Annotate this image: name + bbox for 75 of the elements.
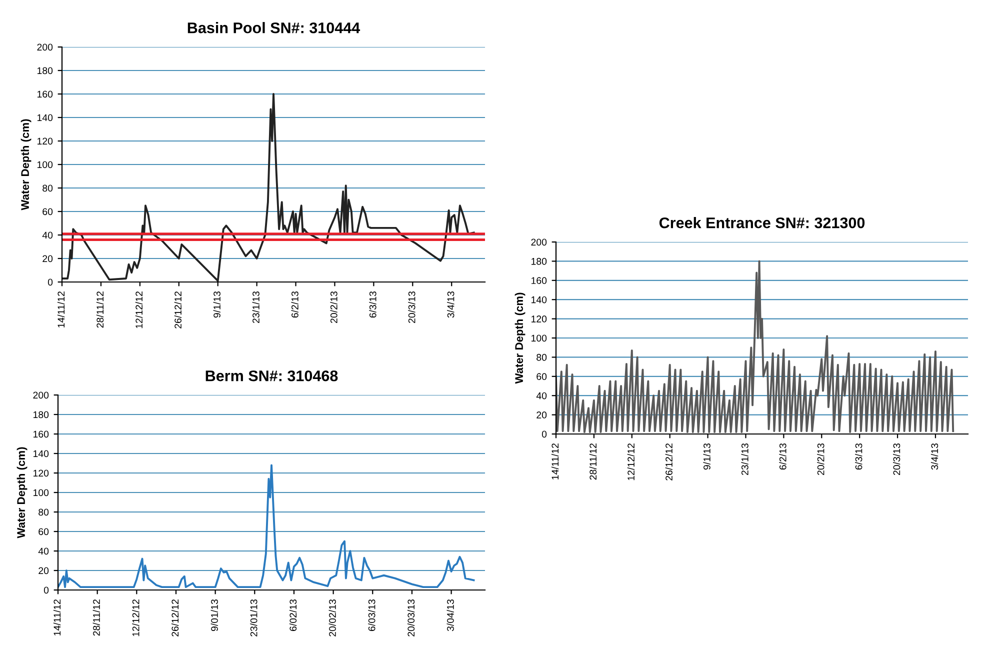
x-tick-label: 20/03/13 [407,599,415,636]
x-tick-label: 12/12/12 [627,444,635,480]
y-tick-label: 200 [33,392,49,399]
y-tick-label: 40 [38,548,49,555]
y-tick-label: 80 [38,508,49,516]
x-tick-label: 23/1/13 [252,291,260,323]
x-tick-label: 20/3/13 [892,443,900,475]
x-tick-label: 14/11/12 [57,292,65,328]
x-tick-label: 6/2/13 [291,291,298,318]
y-tick-label: 20 [536,412,547,418]
y-tick-label: 120 [37,138,53,145]
x-tick-label: 23/01/13 [250,599,258,636]
y-tick-label: 140 [37,114,53,122]
x-tick-label: 9/1/13 [213,291,220,318]
y-tick-label: 180 [531,258,547,265]
x-tick-label: 12/12/12 [132,600,140,636]
y-tick-label: 0 [48,278,53,286]
x-tick-label: 28/11/12 [589,444,597,480]
y-tick-label: 80 [536,354,547,361]
x-tick-label: 28/11/12 [92,600,100,636]
x-tick-label: 20/02/13 [328,599,336,636]
chart-title: Basin Pool SN#: 310444 [188,22,360,34]
x-tick-label: 26/12/12 [665,444,672,480]
y-tick-label: 120 [33,470,49,477]
x-tick-label: 20/2/13 [330,291,338,323]
y-tick-label: 0 [542,430,547,438]
x-tick-label: 20/3/13 [408,291,416,323]
chart-title: Berm SN#: 310468 [206,370,338,382]
x-tick-label: 23/1/13 [741,443,748,475]
y-tick-label: 20 [42,255,53,262]
x-tick-label: 20/2/13 [817,443,824,475]
x-tick-label: 26/12/12 [171,600,179,636]
x-tick-label: 6/03/13 [368,599,376,631]
line-series [62,93,475,282]
y-tick-label: 100 [33,489,49,496]
y-tick-label: 180 [33,411,49,418]
y-tick-label: 80 [42,184,53,192]
y-tick-label: 160 [531,277,547,284]
y-tick-label: 140 [33,450,49,458]
x-tick-label: 14/11/12 [551,444,559,480]
y-tick-label: 120 [531,316,547,322]
x-tick-label: 26/12/12 [174,292,182,328]
x-tick-label: 12/12/12 [135,292,143,328]
x-tick-label: 9/01/13 [210,599,218,632]
x-tick-label: 6/2/13 [779,443,786,470]
y-tick-label: 160 [37,90,53,98]
y-tick-label: 20 [38,567,49,574]
y-tick-label: 200 [37,44,53,51]
x-tick-label: 28/11/12 [96,292,104,328]
y-tick-label: 40 [536,392,547,400]
y-tick-label: 180 [37,67,53,74]
y-axis-title: Water Depth (cm) [20,119,32,210]
y-axis-title: Water Depth (cm) [514,292,526,384]
line-series [556,260,954,434]
x-tick-label: 6/02/13 [289,599,297,631]
y-tick-label: 60 [42,208,53,216]
y-tick-label: 60 [38,528,49,536]
x-tick-label: 3/4/13 [447,291,454,318]
x-tick-label: 6/3/13 [855,443,862,470]
x-tick-label: 6/3/13 [369,291,376,318]
x-tick-label: 3/04/13 [446,599,454,632]
y-tick-label: 60 [536,373,547,380]
y-tick-label: 200 [531,238,547,246]
x-tick-label: 14/11/12 [53,600,61,636]
chart-title: Creek Entrance SN#: 321300 [659,217,865,228]
y-tick-label: 0 [44,586,49,594]
x-tick-label: 3/4/13 [930,443,938,470]
y-tick-label: 100 [37,161,53,168]
x-tick-label: 9/1/13 [703,443,710,470]
y-tick-label: 160 [33,430,49,438]
y-tick-label: 100 [531,334,547,342]
y-tick-label: 40 [42,232,53,239]
y-tick-label: 140 [531,296,547,304]
line-series [58,464,475,588]
y-axis-title: Water Depth (cm) [16,447,28,538]
